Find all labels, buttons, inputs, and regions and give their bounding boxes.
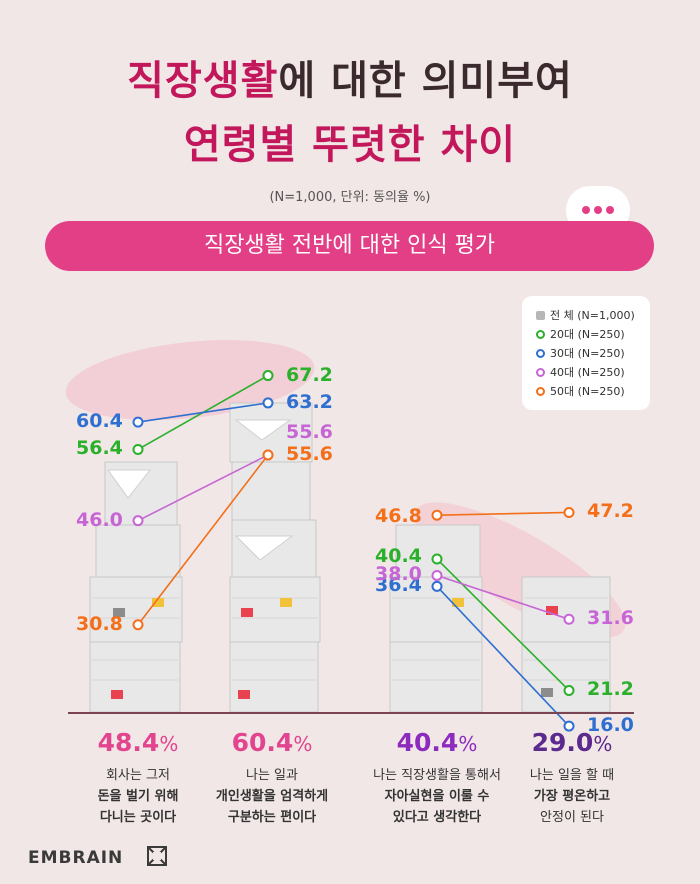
legend-item-40s: 40대 (N=250) <box>536 365 625 381</box>
legend-circle-icon <box>536 367 545 377</box>
data-point <box>132 443 144 455</box>
data-label: 46.0 <box>76 508 123 531</box>
title-line-1: 직장생활에 대한 의미부여 <box>0 48 700 106</box>
data-point <box>431 580 443 592</box>
data-label: 67.2 <box>286 363 333 386</box>
title-rest: 에 대한 의미부여 <box>278 58 573 104</box>
total-value-3: 40.4% <box>396 728 478 757</box>
paper-stacks-illustration <box>65 340 626 713</box>
data-point <box>262 397 274 409</box>
series-line <box>436 558 570 692</box>
total-value-2: 60.4% <box>231 728 313 757</box>
data-label: 46.8 <box>375 505 422 528</box>
series-line <box>436 574 570 621</box>
series-line <box>436 511 570 517</box>
data-label: 56.4 <box>76 437 123 460</box>
legend-item-total: 전 체 (N=1,000) <box>536 308 635 324</box>
data-label: 63.2 <box>286 390 333 413</box>
legend-square-icon <box>536 310 545 320</box>
data-label: 38.0 <box>375 563 422 586</box>
series-line <box>137 402 269 423</box>
data-point <box>563 684 575 696</box>
statement-1: 회사는 그저 돈을 벌기 위해 다니는 곳이다 <box>97 768 179 825</box>
legend-circle-icon <box>536 329 545 339</box>
statement-3: 나는 직장생활을 통해서 자아실현을 이룰 수 있다고 생각한다 <box>373 768 501 825</box>
legend-circle-icon <box>536 386 545 396</box>
data-point <box>431 553 443 565</box>
data-point <box>132 515 144 527</box>
statement-2: 나는 일과 개인생활을 엄격하게 구분하는 편이다 <box>215 768 329 825</box>
data-point <box>132 619 144 631</box>
data-label: 21.2 <box>587 678 634 701</box>
data-label: 16.0 <box>587 714 634 737</box>
legend-item-20s: 20대 (N=250) <box>536 327 625 343</box>
data-point <box>262 449 274 461</box>
data-label: 47.2 <box>587 500 634 523</box>
data-label: 36.4 <box>375 574 422 597</box>
total-value-4: 29.0% <box>531 728 613 757</box>
legend-item-50s: 50대 (N=250) <box>536 384 625 400</box>
statement-4: 나는 일을 할 때 가장 평온하고 안정이 된다 <box>529 768 615 825</box>
data-point <box>431 569 443 581</box>
data-label: 31.6 <box>587 607 634 630</box>
baseline-divider <box>68 712 634 714</box>
data-point <box>563 720 575 732</box>
series-line <box>137 454 269 626</box>
data-point <box>262 370 274 382</box>
title-highlight: 직장생활 <box>127 58 279 104</box>
series-line <box>137 454 269 522</box>
data-point <box>132 416 144 428</box>
data-label: 30.8 <box>76 612 123 635</box>
data-label: 40.4 <box>375 545 422 568</box>
data-label: 55.6 <box>286 420 333 443</box>
legend: 전 체 (N=1,000) 20대 (N=250) 30대 (N=250) 40… <box>522 296 650 410</box>
data-point <box>563 613 575 625</box>
legend-item-30s: 30대 (N=250) <box>536 346 625 362</box>
data-point <box>563 506 575 518</box>
series-line <box>436 585 570 727</box>
data-label: 60.4 <box>76 410 123 433</box>
total-value-1: 48.4% <box>97 728 179 757</box>
sample-note: (N=1,000, 단위: 동의율 %) <box>269 190 431 205</box>
data-label: 55.6 <box>286 442 333 465</box>
title-line-2: 연령별 뚜렷한 차이 <box>183 122 517 168</box>
legend-circle-icon <box>536 348 545 358</box>
data-point <box>431 509 443 521</box>
embrain-mark-icon <box>147 846 167 866</box>
brand-logo: EMBRAIN <box>28 848 124 868</box>
chart-banner: 직장생활 전반에 대한 인식 평가 <box>45 221 654 271</box>
